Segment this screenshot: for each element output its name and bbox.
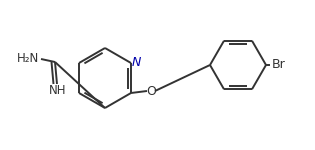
Text: H₂N: H₂N <box>17 51 39 64</box>
Text: NH: NH <box>49 84 67 98</box>
Text: O: O <box>146 84 156 98</box>
Text: Br: Br <box>272 58 286 72</box>
Text: N: N <box>131 56 141 69</box>
